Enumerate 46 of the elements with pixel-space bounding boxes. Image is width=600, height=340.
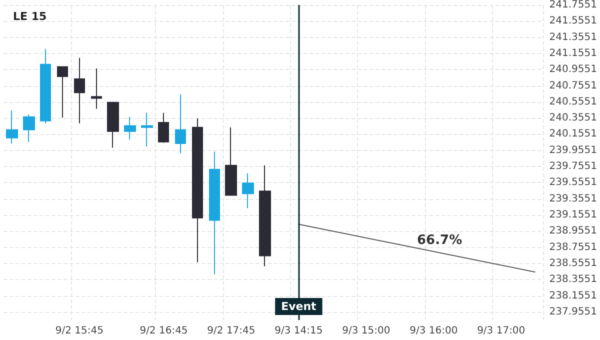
ref-line-label: Event (281, 300, 316, 313)
candlestick (259, 164, 271, 267)
candlestick (242, 172, 254, 209)
y-tick-label: 240.5551 (549, 96, 598, 108)
candlestick (124, 116, 136, 140)
y-tick-label: 241.5551 (549, 16, 598, 27)
y-tick-label: 239.7551 (549, 161, 598, 172)
y-tick-label: 238.7551 (549, 242, 598, 253)
text: LE 15 (13, 10, 47, 23)
candlestick (192, 118, 203, 263)
y-tick-label: 238.3551 (549, 274, 598, 286)
x-tick-label: 9/2 17:45 (207, 326, 256, 336)
candlestick (158, 112, 169, 144)
candlestick (40, 48, 51, 124)
candlestick (107, 102, 119, 148)
annotation: 66.7% (417, 233, 462, 248)
y-tick-label: 241.7551 (549, 0, 598, 10)
x-tick-label: 9/3 15:00 (342, 326, 390, 336)
candlestick (74, 57, 85, 124)
candlestick (6, 110, 18, 144)
x-tick-label: 9/3 16:00 (410, 326, 458, 336)
x-tick-label: 9/3 17:00 (477, 326, 526, 336)
x-tick-label: 9/3 14:15 (274, 326, 323, 336)
y-tick-label: 239.3551 (549, 193, 598, 204)
candlestick (175, 94, 186, 154)
y-tick-label: 240.3551 (549, 112, 598, 124)
y-tick-label: 238.1551 (549, 290, 598, 302)
y-tick-label: 238.9551 (549, 226, 598, 237)
y-tick-label: 241.3551 (549, 32, 598, 43)
y-tick-label: 240.7551 (549, 80, 598, 92)
x-tick-label: 9/2 16:45 (140, 326, 188, 336)
candlestick (225, 126, 237, 196)
y-tick-label: 237.9551 (549, 306, 598, 318)
candlestick (91, 68, 102, 110)
candlestick (23, 114, 35, 142)
y-tick-label: 239.5551 (549, 177, 598, 188)
candlestick (209, 151, 220, 275)
y-tick-label: 238.5551 (549, 258, 598, 269)
candlestick (141, 112, 153, 148)
x-tick-label: 9/2 15:45 (55, 326, 104, 336)
y-tick-label: 240.9551 (549, 64, 598, 76)
y-tick-label: 240.1551 (549, 128, 598, 140)
y-tick-label: 239.9551 (549, 144, 598, 156)
y-tick-label: 241.1551 (549, 48, 598, 59)
y-tick-label: 239.1551 (549, 210, 598, 220)
candlestick (57, 66, 68, 118)
